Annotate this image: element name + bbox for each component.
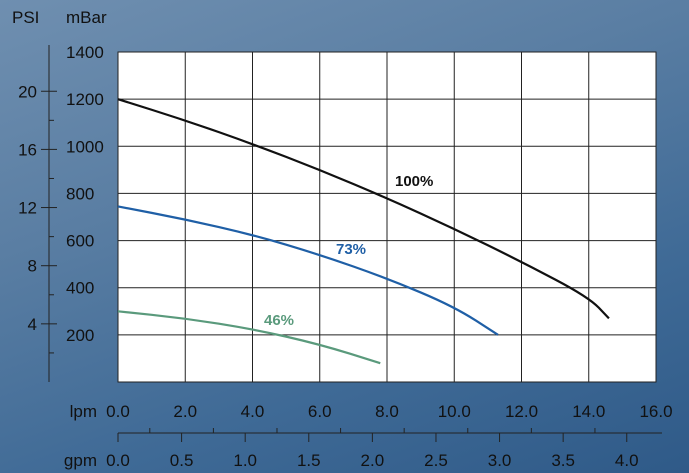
series-line-100pct [117, 98, 610, 320]
mbar-tick-label: 1200 [66, 90, 104, 109]
mbar-tick-label: 400 [66, 279, 94, 298]
psi-tick-label: 8 [28, 257, 37, 276]
lpm-tick-label: 0.0 [106, 402, 130, 421]
lpm-tick-label: 8.0 [375, 402, 399, 421]
gpm-tick-label: 0.5 [170, 451, 194, 470]
lpm-tick-label: 4.0 [241, 402, 265, 421]
gpm-tick-label: 3.0 [488, 451, 512, 470]
mbar-tick-label: 600 [66, 232, 94, 251]
mbar-unit-label: mBar [66, 8, 107, 27]
psi-tick-label: 20 [18, 82, 37, 101]
lpm-tick-label: 10.0 [438, 402, 471, 421]
gpm-tick-label: 3.5 [551, 451, 575, 470]
mbar-tick-label: 1000 [66, 137, 104, 156]
axes [41, 45, 662, 442]
lpm-tick-label: 14.0 [572, 402, 605, 421]
gpm-tick-label: 0.0 [106, 451, 130, 470]
series-line-73pct [117, 205, 499, 336]
lpm-tick-label: 2.0 [173, 402, 197, 421]
gpm-tick-label: 1.0 [233, 451, 257, 470]
gpm-unit-label: gpm [64, 451, 97, 470]
lpm-tick-label: 16.0 [639, 402, 672, 421]
psi-tick-label: 4 [28, 315, 37, 334]
grid [118, 52, 656, 382]
series-label-46pct: 46% [264, 312, 294, 329]
lpm-unit-label: lpm [70, 402, 97, 421]
psi-tick-label: 12 [18, 199, 37, 218]
series-line-46pct [117, 310, 381, 365]
series-label-100pct: 100% [395, 173, 433, 190]
psi-tick-label: 16 [18, 140, 37, 159]
psi-unit-label: PSI [12, 8, 39, 27]
gpm-tick-label: 1.5 [297, 451, 321, 470]
gpm-tick-label: 4.0 [615, 451, 639, 470]
lpm-tick-label: 12.0 [505, 402, 538, 421]
gpm-tick-label: 2.0 [361, 451, 385, 470]
gpm-tick-label: 2.5 [424, 451, 448, 470]
lpm-tick-label: 6.0 [308, 402, 332, 421]
mbar-tick-label: 800 [66, 184, 94, 203]
mbar-tick-label: 1400 [66, 43, 104, 62]
series-label-73pct: 73% [336, 241, 366, 258]
mbar-tick-label: 200 [66, 326, 94, 345]
labels: PSI 20 16 12 8 4 mBar 1400 1200 1000 800 600 400 200 l… [12, 8, 673, 470]
series [117, 98, 610, 365]
